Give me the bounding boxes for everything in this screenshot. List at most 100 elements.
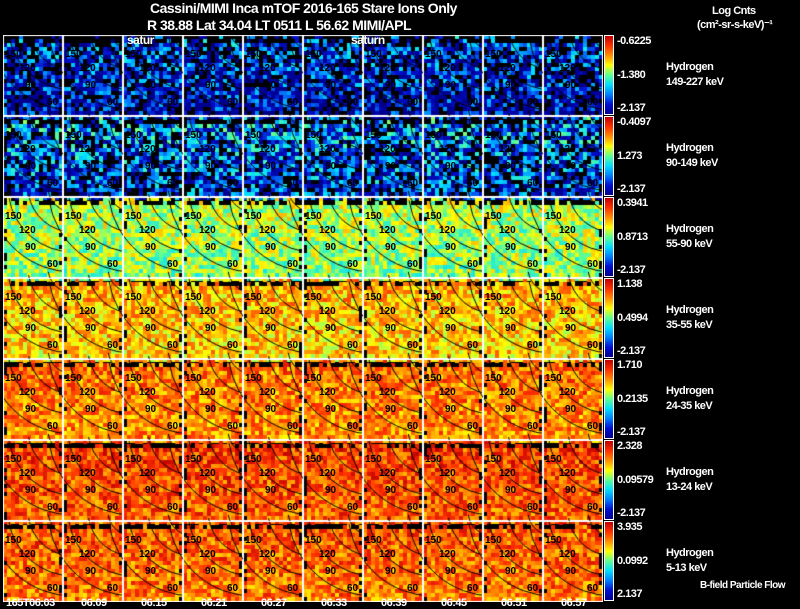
row-label: Hydrogen 90-149 keV [666,141,718,171]
contour-label: 90 [85,323,97,334]
row-label: Hydrogen 55-90 keV [666,222,714,252]
contour-label: 150 [425,292,442,303]
contour-label: 150 [65,373,82,384]
contour-label: 150 [425,211,442,222]
contour-label: 150 [485,49,502,60]
contour-label: 90 [265,161,277,172]
colorbar-min-label: -2.137 [617,345,646,357]
contour-label: 90 [205,404,217,415]
contour-label: 60 [287,421,299,432]
contour-label: 90 [445,404,457,415]
contour-label: 120 [319,63,336,74]
bfield-legend: B-field Particle Flow [700,580,786,591]
contour-label: 120 [319,306,336,317]
contour-label: 90 [145,80,157,91]
contour-label: 60 [287,259,299,270]
contour-label: 150 [185,454,202,465]
time-label: 06:39 [381,597,407,609]
contour-label: 120 [139,225,156,236]
contour-label: 60 [227,583,239,594]
contour-label: 60 [347,502,359,513]
contour-label: 60 [167,583,179,594]
colorbar-max-label: -0.6225 [617,35,651,47]
colorbar-max-label: 1.138 [617,278,643,290]
contour-label: 90 [325,323,337,334]
contour-label: 60 [587,340,599,351]
contour-label: 150 [485,292,502,303]
contour-label: 60 [407,421,419,432]
contour-label: 90 [205,323,217,334]
contour-label: 90 [145,161,157,172]
contour-label: 90 [385,161,397,172]
contour-label: 120 [259,225,276,236]
colorbar-min-label: -2.137 [617,264,646,276]
contour-label: 60 [407,502,419,513]
contour-label: 90 [325,242,337,253]
colorbar-mid-label: 0.8713 [617,230,648,243]
contour-label: 150 [485,373,502,384]
contour-label: 90 [265,404,277,415]
colorbar [604,278,614,358]
contour-label: 90 [325,404,337,415]
contour-label: 150 [5,49,22,60]
contour-label: 60 [47,583,59,594]
contour-label: 150 [125,211,142,222]
contour-label: 90 [445,80,457,91]
contour-label: 150 [5,211,22,222]
energy-range-label: 90-149 keV [666,156,718,169]
contour-label: 90 [25,323,37,334]
contour-label: 150 [365,49,382,60]
contour-label: 90 [265,323,277,334]
contour-label: 150 [545,454,562,465]
contour-label: 120 [319,387,336,398]
contour-label: 60 [47,502,59,513]
contour-label: 120 [439,225,456,236]
contour-label: 150 [245,373,262,384]
contour-label: 150 [545,211,562,222]
row-label: Hydrogen 149-227 keV [666,60,724,90]
contour-label: 150 [185,49,202,60]
colorbar-max-label: 0.3941 [617,197,648,209]
contour-label: 60 [347,259,359,270]
contour-label: 60 [287,97,299,108]
contour-label: 120 [259,468,276,479]
time-label: 06:33 [321,597,347,609]
contour-label: 60 [347,340,359,351]
contour-label: 60 [167,178,179,189]
contour-label: 90 [505,242,517,253]
contour-label: 120 [199,387,216,398]
time-label: 06:15 [141,597,167,609]
contour-label: 90 [445,242,457,253]
contour-label: 120 [139,144,156,155]
contour-label: 90 [85,485,97,496]
contour-label: 60 [587,583,599,594]
contour-label: 150 [5,130,22,141]
contour-label: 120 [139,549,156,560]
contour-label: 60 [47,421,59,432]
contour-label: 150 [365,373,382,384]
contour-label: 120 [439,306,456,317]
contour-label: 90 [25,566,37,577]
contour-label: 90 [565,485,577,496]
contour-label: 60 [227,502,239,513]
contour-label: 150 [125,49,142,60]
contour-label: 150 [125,535,142,546]
contour-label: 60 [527,583,539,594]
colorbar-min-label: -2.137 [617,507,646,519]
contour-label: 150 [305,373,322,384]
contour-label: 120 [379,549,396,560]
contour-label: 90 [385,242,397,253]
contour-label: 150 [185,535,202,546]
colorbar-mid-label: 0.2135 [617,392,648,405]
contour-label: 120 [259,63,276,74]
contour-label: 90 [385,404,397,415]
contour-label: 90 [565,404,577,415]
contour-label: 120 [439,387,456,398]
contour-label: 120 [139,63,156,74]
colorbar-min-label: -2.137 [617,426,646,438]
time-label: 06:45 [441,597,467,609]
contour-label: 150 [425,130,442,141]
contour-label: 60 [227,421,239,432]
contour-label: 120 [559,225,576,236]
contour-label: 90 [25,161,37,172]
